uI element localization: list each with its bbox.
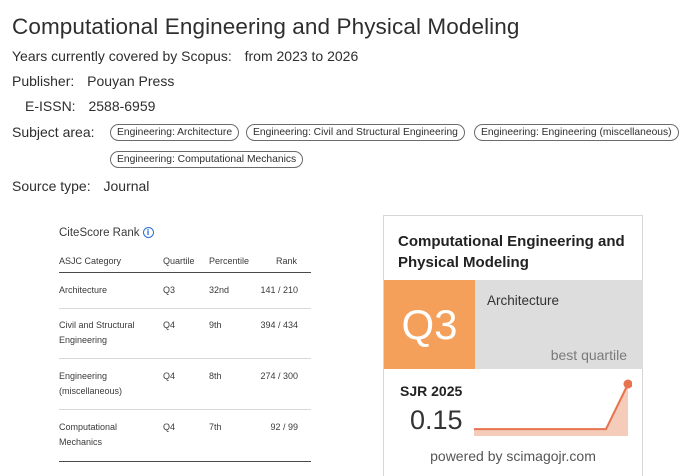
best-quartile-label: best quartile xyxy=(550,347,627,363)
row-1-category: Architecture xyxy=(59,285,108,295)
coverage-value: from 2023 to 2026 xyxy=(244,48,359,64)
header-asjc-category: ASJC Category xyxy=(59,256,122,266)
info-icon[interactable]: i xyxy=(142,227,154,238)
row-3-category-line2: (miscellaneous) xyxy=(59,386,123,396)
row-2-category-line1: Civil and Structural xyxy=(59,320,135,330)
source-type-label: Source type: xyxy=(12,178,91,194)
row-divider xyxy=(59,409,311,410)
row-3-percentile: 8th xyxy=(209,371,222,381)
header-percentile: Percentile xyxy=(209,256,250,266)
quartile-value: Q3 xyxy=(401,301,458,348)
sjr-sparkline xyxy=(474,379,632,436)
publisher-label: Publisher: xyxy=(12,73,75,89)
category-box: Architecture best quartile xyxy=(475,280,643,369)
row-3-rank: 274 / 300 xyxy=(260,371,298,381)
row-2-rank: 394 / 434 xyxy=(260,320,298,330)
eissn-row: E-ISSN: 2588-6959 xyxy=(25,98,155,114)
row-divider xyxy=(59,308,311,309)
publisher-value: Pouyan Press xyxy=(87,73,175,89)
row-4-percentile: 7th xyxy=(209,422,222,432)
row-1-rank: 141 / 210 xyxy=(260,285,298,295)
coverage-label: Years currently covered by Scopus: xyxy=(12,48,232,64)
quartile-box: Q3 xyxy=(384,280,475,369)
eissn-value: 2588-6959 xyxy=(88,98,156,114)
sjr-value: 0.15 xyxy=(410,405,463,435)
row-divider xyxy=(59,358,311,359)
header-rank: Rank xyxy=(276,256,298,266)
citescore-rank-title: CiteScore Rank i xyxy=(59,227,154,239)
subject-chip-computational-mechanics[interactable]: Engineering: Computational Mechanics xyxy=(110,151,304,168)
sjr-year-label: SJR 2025 xyxy=(400,383,463,399)
coverage-row: Years currently covered by Scopus: from … xyxy=(12,48,358,64)
publisher-row: Publisher: Pouyan Press xyxy=(12,73,174,89)
table-bottom-divider xyxy=(59,461,311,463)
journal-title: Computational Engineering and Physical M… xyxy=(12,14,520,39)
header-divider xyxy=(59,272,311,274)
row-4-rank: 92 / 99 xyxy=(270,422,298,432)
subject-chip-engineering-misc[interactable]: Engineering: Engineering (miscellaneous) xyxy=(474,124,679,141)
widget-journal-title: Computational Engineering and Physical M… xyxy=(398,233,625,271)
eissn-label: E-ISSN: xyxy=(25,98,76,114)
sparkline-line xyxy=(474,383,629,431)
sparkline-point xyxy=(623,379,632,389)
row-2-category-line2: Engineering xyxy=(59,335,108,345)
subject-area-label: Subject area: xyxy=(12,124,95,140)
row-4-category-line1: Computational xyxy=(59,422,118,432)
row-2-percentile: 9th xyxy=(209,320,222,330)
sparkline-area xyxy=(474,384,628,436)
subject-chip-civil-structural[interactable]: Engineering: Civil and Structural Engine… xyxy=(246,124,465,141)
header-quartile: Quartile xyxy=(163,256,195,266)
subject-chip-architecture[interactable]: Engineering: Architecture xyxy=(110,124,240,141)
source-type-row: Source type: Journal xyxy=(12,178,149,194)
row-4-category-line2: Mechanics xyxy=(59,437,103,447)
citescore-rank-label: CiteScore Rank xyxy=(59,227,140,239)
row-4-quartile: Q4 xyxy=(163,422,176,432)
sjr-widget[interactable]: Computational Engineering and Physical M… xyxy=(383,215,643,476)
category-name: Architecture xyxy=(487,293,560,308)
powered-by-link[interactable]: powered by scimagojr.com xyxy=(430,448,596,464)
row-3-category-line1: Engineering xyxy=(59,371,108,381)
row-2-quartile: Q4 xyxy=(163,320,176,330)
row-3-quartile: Q4 xyxy=(163,371,176,381)
source-type-value: Journal xyxy=(103,178,150,194)
row-1-quartile: Q3 xyxy=(163,285,176,295)
row-1-percentile: 32nd xyxy=(209,285,230,295)
